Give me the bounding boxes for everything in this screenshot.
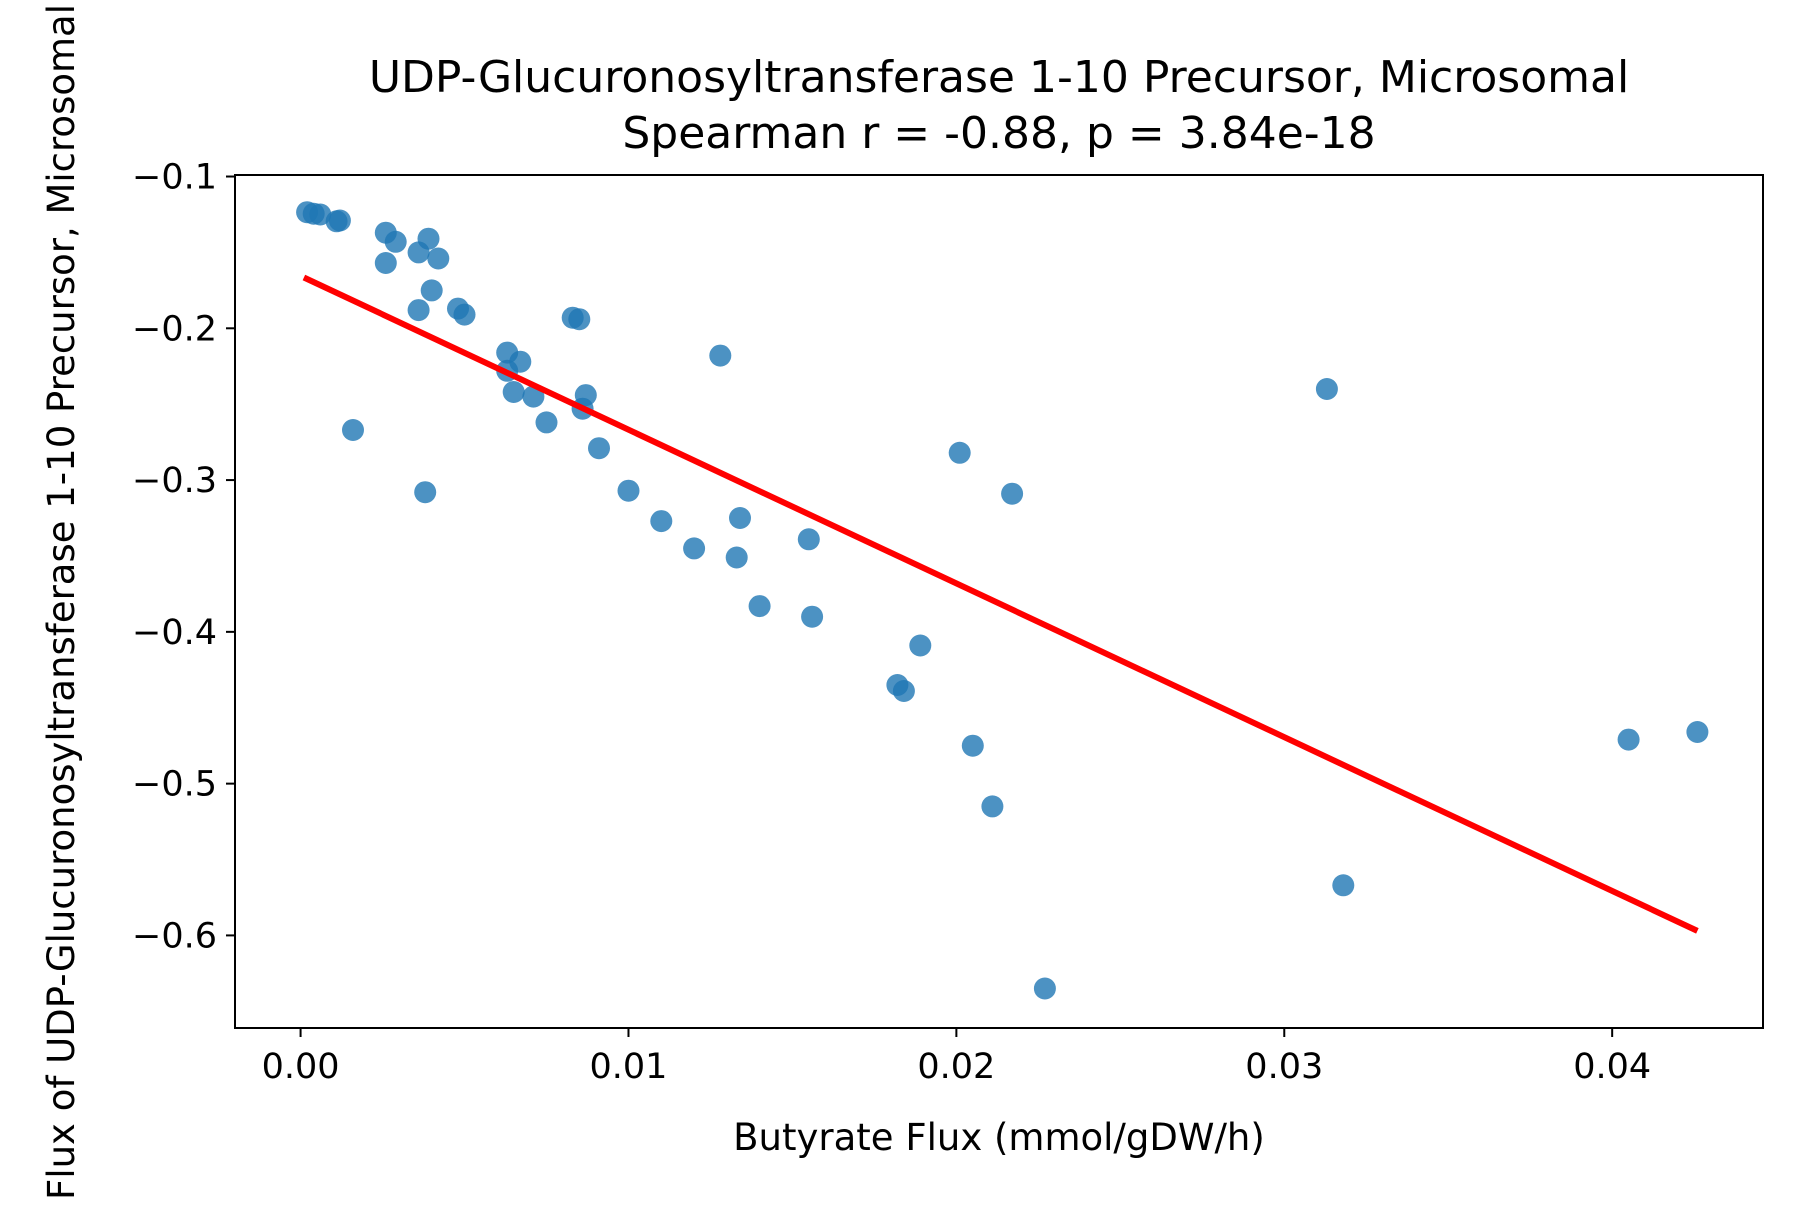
data-point: [374, 252, 397, 274]
chart-title: UDP-Glucuronosyltransferase 1-10 Precurs…: [369, 52, 1629, 103]
data-point: [502, 381, 525, 403]
x-tick-label: 0.03: [1245, 1047, 1323, 1087]
chart-subtitle: Spearman r = -0.88, p = 3.84e-18: [622, 108, 1375, 159]
y-tick-label: −0.2: [132, 309, 217, 349]
y-axis-label: Flux of UDP-Glucuronosyltransferase 1-10…: [40, 4, 83, 1200]
data-point: [427, 247, 450, 270]
data-point: [748, 595, 771, 618]
x-axis: 0.00 0.01 0.02 0.03 0.04: [262, 1028, 1651, 1087]
y-tick-label: −0.3: [132, 461, 217, 501]
data-point: [328, 209, 351, 232]
data-point: [384, 230, 407, 253]
data-point: [981, 795, 1004, 818]
data-point: [650, 510, 673, 533]
data-point: [709, 344, 732, 367]
data-point: [1617, 728, 1640, 751]
data-point: [1332, 874, 1355, 897]
x-tick-label: 0.04: [1573, 1047, 1651, 1087]
x-tick-label: 0.00: [262, 1047, 340, 1087]
data-point: [1686, 721, 1709, 743]
data-point: [417, 227, 440, 250]
data-point: [729, 507, 751, 529]
y-tick-label: −0.1: [132, 158, 217, 198]
data-point: [948, 441, 971, 464]
x-axis-label: Butyrate Flux (mmol/gDW/h): [733, 1116, 1265, 1159]
data-point: [588, 437, 610, 460]
y-tick-label: −0.5: [132, 765, 217, 805]
data-point: [574, 384, 597, 407]
data-point: [568, 308, 591, 331]
data-point: [797, 528, 820, 551]
data-point: [892, 680, 915, 702]
data-point: [407, 299, 430, 322]
data-point: [725, 546, 748, 569]
data-point: [683, 537, 706, 560]
data-point: [1001, 482, 1024, 505]
plot-frame: [234, 174, 1764, 1029]
data-point: [1315, 378, 1338, 400]
data-point: [414, 481, 437, 504]
regression-line: [302, 274, 1699, 934]
x-tick-label: 0.01: [590, 1047, 668, 1087]
x-tick-label: 0.02: [917, 1047, 995, 1087]
data-point: [535, 411, 558, 434]
data-point: [909, 634, 932, 657]
y-axis: −0.1 −0.2 −0.3 −0.4 −0.5 −0.6: [132, 158, 235, 956]
data-point: [617, 479, 640, 502]
data-point: [342, 419, 364, 441]
data-point: [522, 385, 545, 408]
y-tick-label: −0.6: [132, 916, 217, 956]
plot-area: [296, 201, 1709, 1000]
y-tick-label: −0.4: [132, 613, 217, 653]
data-point: [801, 605, 824, 628]
data-point: [1033, 977, 1056, 1000]
data-point: [453, 303, 476, 326]
data-point: [509, 350, 532, 373]
data-point: [961, 734, 984, 757]
data-point: [420, 279, 443, 302]
